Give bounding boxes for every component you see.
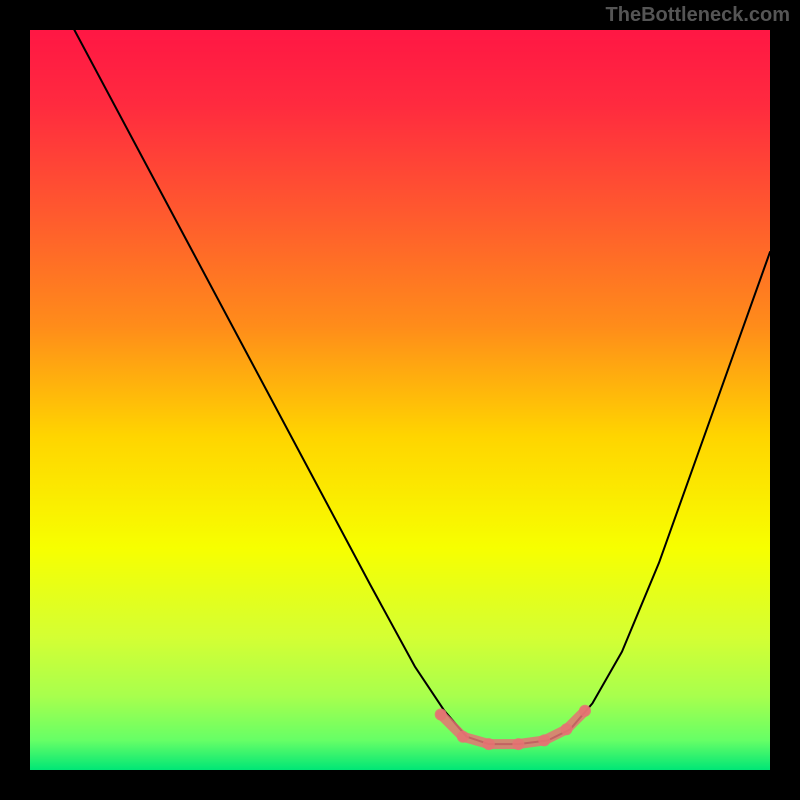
segment-dot bbox=[457, 731, 469, 743]
chart-plot-area bbox=[30, 30, 770, 770]
chart-svg bbox=[30, 30, 770, 770]
segment-dot bbox=[435, 709, 447, 721]
chart-background bbox=[30, 30, 770, 770]
watermark-text: TheBottleneck.com bbox=[606, 4, 790, 27]
segment-dot bbox=[483, 738, 495, 750]
segment-dot bbox=[512, 738, 524, 750]
segment-dot bbox=[579, 705, 591, 717]
segment-dot bbox=[561, 723, 573, 735]
segment-dot bbox=[538, 734, 550, 746]
